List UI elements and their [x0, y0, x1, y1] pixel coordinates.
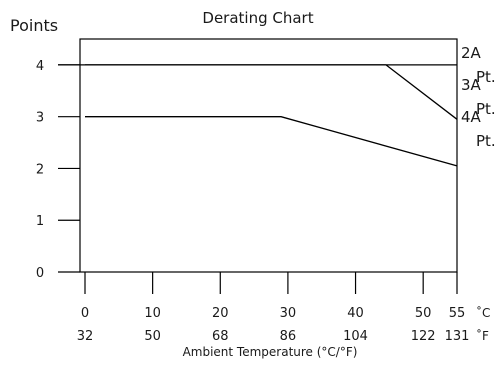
x-tick-label-f: 32 — [77, 329, 94, 344]
x-tick-label-f: 131 — [445, 329, 470, 344]
x-tick-label-f: 68 — [212, 329, 229, 344]
y-tick-label: 3 — [36, 111, 44, 126]
series-label-line2: Pt. — [476, 100, 496, 118]
y-tick-label: 2 — [36, 162, 44, 177]
chart-title: Derating Chart — [202, 9, 313, 27]
series-line — [85, 64, 458, 120]
y-axis-label: Points — [10, 16, 58, 35]
x-tick-label-c: 50 — [415, 306, 432, 321]
x-tick-label-c: 20 — [212, 306, 229, 321]
x-tick-label-f: 50 — [144, 329, 161, 344]
series-label-line2: Pt. — [476, 132, 496, 150]
x-tick-label-f: 122 — [411, 329, 436, 344]
x-tick-label-c: 30 — [280, 306, 297, 321]
x-unit-c: ˚C — [476, 305, 490, 320]
x-tick-label-c: 10 — [144, 306, 161, 321]
series-label-line2: Pt. — [476, 68, 496, 86]
plot-frame — [79, 38, 458, 273]
x-tick-label-c: 40 — [347, 306, 364, 321]
x-axis-label: Ambient Temperature (°C/°F) — [183, 345, 358, 359]
x-tick-label-f: 86 — [280, 329, 297, 344]
y-tick-label: 4 — [36, 59, 44, 74]
y-tick-label: 0 — [36, 266, 44, 281]
series-label-line1: 2A — [461, 44, 482, 62]
series-line — [85, 116, 458, 167]
x-tick-label-f: 104 — [343, 329, 368, 344]
x-unit-f: ˚F — [476, 328, 489, 343]
series-label-line1: 4A — [461, 108, 482, 126]
series-label-line1: 3A — [461, 76, 482, 94]
y-tick-label: 1 — [36, 214, 44, 229]
x-tick-label-c: 55 — [449, 306, 466, 321]
x-tick-label-c: 0 — [81, 306, 89, 321]
